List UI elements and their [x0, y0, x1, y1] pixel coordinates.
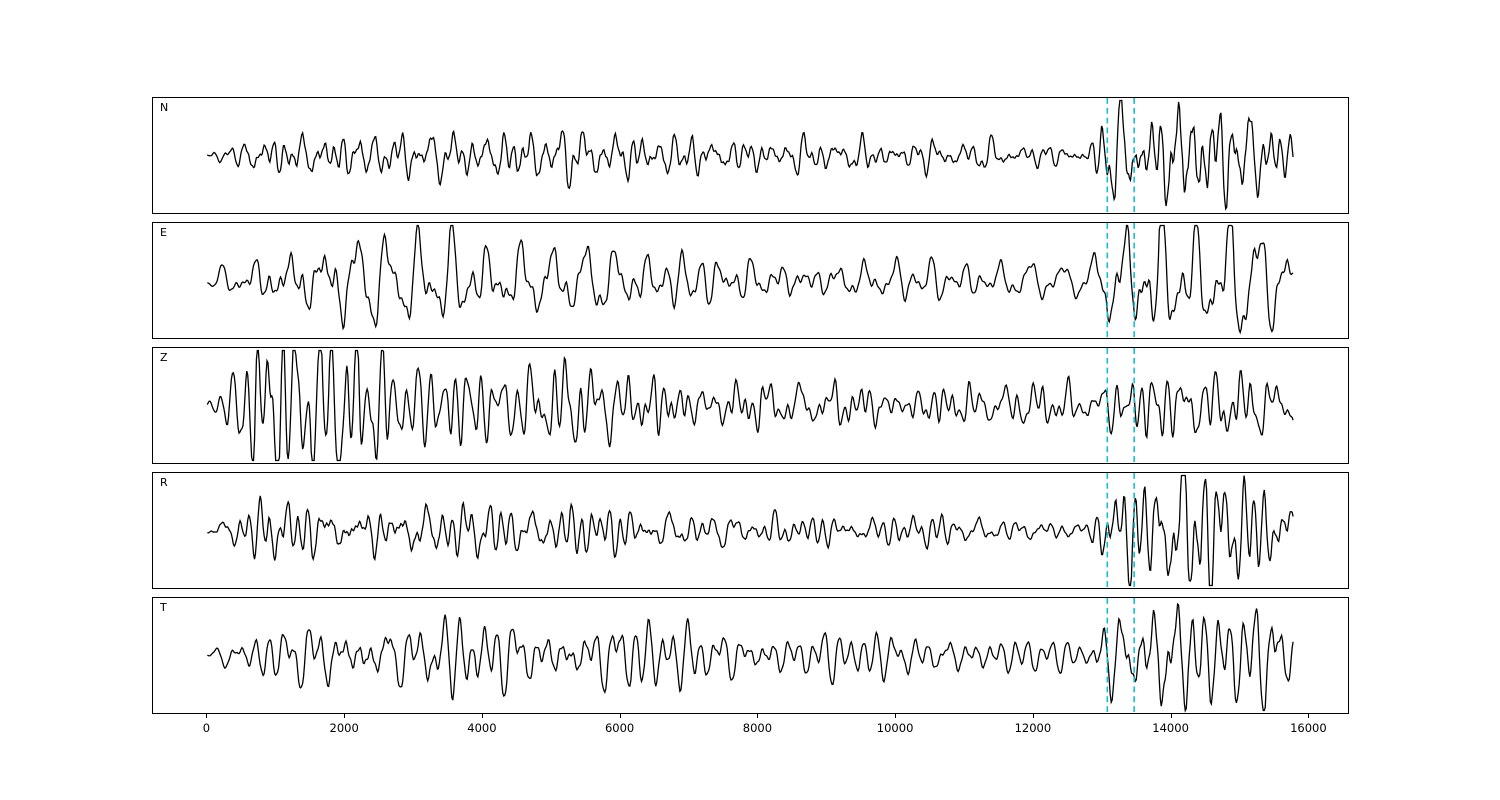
- x-tick-mark: [757, 714, 759, 718]
- waveform-plot-t: [207, 598, 1294, 713]
- x-tick-label: 2000: [329, 721, 359, 735]
- x-tick-mark: [206, 714, 208, 718]
- x-axis: 0 2000 4000 6000 8000 10000 12000 14000 …: [152, 714, 1349, 744]
- waveform-plot-z: [206, 348, 1294, 463]
- waveform-line: [207, 602, 1294, 713]
- trace-panel-stack: N E Z R: [152, 97, 1349, 714]
- trace-panel-r: R: [152, 472, 1349, 589]
- trace-label: E: [160, 226, 167, 239]
- x-tick-mark: [481, 714, 483, 718]
- x-tick-mark: [344, 714, 346, 718]
- x-tick-label: 8000: [742, 721, 773, 735]
- x-tick-label: 6000: [604, 721, 635, 735]
- x-tick-mark: [1170, 714, 1172, 718]
- trace-panel-z: Z: [152, 347, 1349, 464]
- waveform-line: [206, 99, 1294, 211]
- trace-label: N: [160, 101, 169, 114]
- trace-label: R: [160, 476, 168, 489]
- x-tick-label: 4000: [467, 721, 497, 735]
- waveform-plot-r: [207, 473, 1294, 588]
- x-tick-label: 16000: [1290, 721, 1327, 735]
- x-tick-label: 12000: [1014, 721, 1052, 735]
- x-tick-label: 10000: [876, 721, 914, 735]
- x-tick-mark: [895, 714, 897, 718]
- x-tick-mark: [1308, 714, 1310, 718]
- trace-label: T: [160, 601, 167, 614]
- trace-panel-e: E: [152, 222, 1349, 339]
- trace-panel-t: T: [152, 597, 1349, 714]
- waveform-plot-n: [206, 98, 1294, 213]
- x-tick-mark: [1032, 714, 1034, 718]
- waveform-line: [207, 224, 1294, 335]
- waveform-plot-e: [207, 223, 1294, 338]
- trace-panel-n: N: [152, 97, 1349, 214]
- waveform-line: [207, 474, 1294, 587]
- x-tick-label: 0: [202, 721, 211, 735]
- x-tick-mark: [619, 714, 621, 718]
- x-tick-label: 14000: [1152, 721, 1189, 735]
- waveform-line: [206, 349, 1294, 462]
- trace-label: Z: [160, 351, 168, 364]
